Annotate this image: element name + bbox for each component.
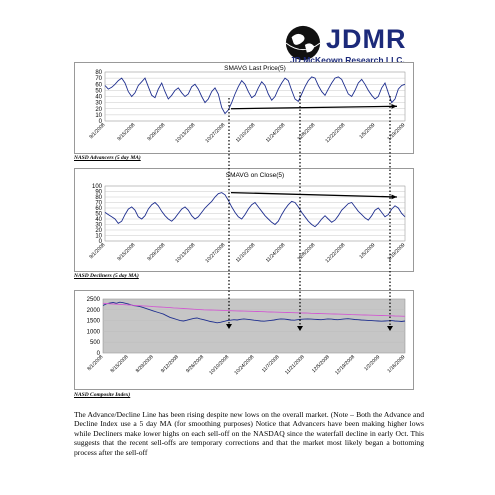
series-line bbox=[102, 301, 406, 324]
x-tick-label: 12/22/2008 bbox=[324, 122, 346, 144]
chart-title: SMAVG Last Price(5) bbox=[224, 65, 286, 72]
trend-arrow-head bbox=[391, 194, 397, 200]
x-tick-label: 9/29/2008 bbox=[146, 122, 166, 142]
advancers-caption: NASD Advancers (5 day MA) bbox=[74, 155, 141, 161]
x-tick-label: 9/1/2008 bbox=[88, 242, 106, 260]
y-tick-label: 40 bbox=[95, 217, 102, 223]
advancers-chart-svg: SMAVG Last Price(5) 807060504030201009/1/… bbox=[88, 65, 406, 144]
y-tick-label: 60 bbox=[95, 206, 102, 212]
logo-title: JDMR bbox=[326, 24, 407, 54]
y-tick-label: 50 bbox=[95, 212, 102, 218]
x-tick-label: 10/13/2008 bbox=[174, 122, 196, 144]
y-tick-label: 0 bbox=[97, 351, 101, 357]
y-tick-label: 30 bbox=[95, 223, 102, 229]
x-tick-label: 10/10/2008 bbox=[208, 354, 230, 376]
x-tick-label: 1/19/2009 bbox=[386, 122, 406, 142]
x-tick-label: 11/7/2008 bbox=[261, 354, 281, 374]
y-tick-label: 100 bbox=[92, 184, 103, 190]
x-tick-label: 9/26/2008 bbox=[185, 354, 205, 374]
y-tick-label: 80 bbox=[95, 70, 102, 76]
x-tick-label: 11/21/2008 bbox=[284, 354, 306, 376]
x-tick-label: 1/19/2009 bbox=[386, 242, 406, 262]
x-tick-label: 9/29/2008 bbox=[146, 242, 166, 262]
y-tick-label: 0 bbox=[99, 119, 103, 125]
x-tick-label: 9/1/2008 bbox=[88, 122, 106, 140]
y-tick-label: 10 bbox=[95, 113, 102, 119]
composite-caption: NASD Composite Index) bbox=[74, 392, 131, 398]
y-tick-label: 500 bbox=[90, 340, 101, 346]
x-tick-label: 10/27/2008 bbox=[204, 242, 226, 264]
x-tick-label: 8/15/2008 bbox=[110, 354, 130, 374]
x-tick-label: 11/10/2008 bbox=[235, 242, 257, 264]
x-tick-label: 1/2/2009 bbox=[363, 354, 381, 372]
series-line bbox=[104, 192, 406, 228]
trend-arrow-head bbox=[391, 104, 397, 109]
y-tick-label: 0 bbox=[99, 239, 103, 245]
x-tick-label: 10/13/2008 bbox=[174, 242, 196, 264]
x-tick-label: 1/16/2009 bbox=[386, 354, 406, 374]
y-tick-label: 20 bbox=[95, 228, 102, 234]
decliners-chart-svg: SMAVG on Close(5)10090807060504030201009… bbox=[88, 172, 406, 264]
x-tick-label: 1/5/2009 bbox=[358, 122, 376, 140]
x-tick-label: 8/29/2008 bbox=[135, 354, 155, 374]
y-tick-label: 80 bbox=[95, 195, 102, 201]
x-tick-label: 12/19/2008 bbox=[334, 354, 356, 376]
advancers-chart: SMAVG Last Price(5) 80 70 60 50 40 30 20 10 0 9/1/… bbox=[74, 62, 414, 154]
y-tick-label: 2000 bbox=[87, 308, 101, 314]
x-tick-label: 12/5/2008 bbox=[311, 354, 331, 374]
y-tick-label: 50 bbox=[95, 88, 102, 94]
y-tick-label: 70 bbox=[95, 76, 102, 82]
body-paragraph: The Advance/Decline Line has been rising… bbox=[74, 410, 424, 457]
x-tick-label: 11/24/2008 bbox=[265, 242, 287, 264]
y-tick-label: 40 bbox=[95, 95, 102, 101]
y-tick-label: 2500 bbox=[87, 297, 101, 303]
x-tick-label: 10/27/2008 bbox=[204, 122, 226, 144]
plot-area bbox=[102, 298, 406, 354]
x-tick-label: 9/15/2008 bbox=[116, 122, 136, 142]
chart-title: SMAVG on Close(5) bbox=[226, 172, 284, 179]
x-tick-label: 9/12/2008 bbox=[160, 354, 180, 374]
x-tick-label: 12/22/2008 bbox=[324, 242, 346, 264]
x-tick-label: 12/8/2008 bbox=[296, 242, 316, 262]
trend-arrow bbox=[230, 191, 398, 198]
series-line bbox=[102, 302, 406, 317]
decliners-caption: NASD Decliners (5 day MA) bbox=[74, 273, 139, 279]
trend-arrow bbox=[230, 105, 398, 110]
y-tick-label: 20 bbox=[95, 107, 102, 113]
x-tick-label: 9/15/2008 bbox=[116, 242, 136, 262]
y-tick-label: 70 bbox=[95, 201, 102, 207]
company-logo: JDMR JD McKeown Research LLC. bbox=[282, 22, 430, 68]
logo-subtitle: JD McKeown Research LLC. bbox=[290, 55, 405, 65]
y-tick-label: 1500 bbox=[87, 319, 101, 325]
y-tick-label: 1000 bbox=[87, 329, 101, 335]
series-line bbox=[104, 76, 406, 115]
decliners-chart: SMAVG on Close(5) 100 90 80 70 60 50 40 30 20 10 0 9… bbox=[74, 168, 414, 272]
y-tick-label: 90 bbox=[95, 190, 102, 196]
composite-chart-svg: 2500 2000 1500 1000 500 08/1/2008 8/15/2008 8/2… bbox=[86, 297, 406, 376]
y-tick-label: 60 bbox=[95, 82, 102, 88]
x-tick-label: 11/24/2008 bbox=[265, 122, 287, 144]
globe-icon bbox=[285, 25, 321, 61]
y-tick-label: 10 bbox=[95, 234, 102, 240]
x-tick-label: 8/1/2008 bbox=[86, 354, 104, 372]
x-tick-label: 11/10/2008 bbox=[235, 122, 257, 144]
composite-chart: 2500 2000 1500 1000 500 0 8/1/2008 8/15/2008 8/2… bbox=[74, 290, 414, 390]
x-tick-label: 12/8/2008 bbox=[296, 122, 316, 142]
x-tick-label: 1/5/2009 bbox=[358, 242, 376, 260]
y-tick-label: 30 bbox=[95, 101, 102, 107]
x-tick-label: 10/24/2008 bbox=[233, 354, 255, 376]
